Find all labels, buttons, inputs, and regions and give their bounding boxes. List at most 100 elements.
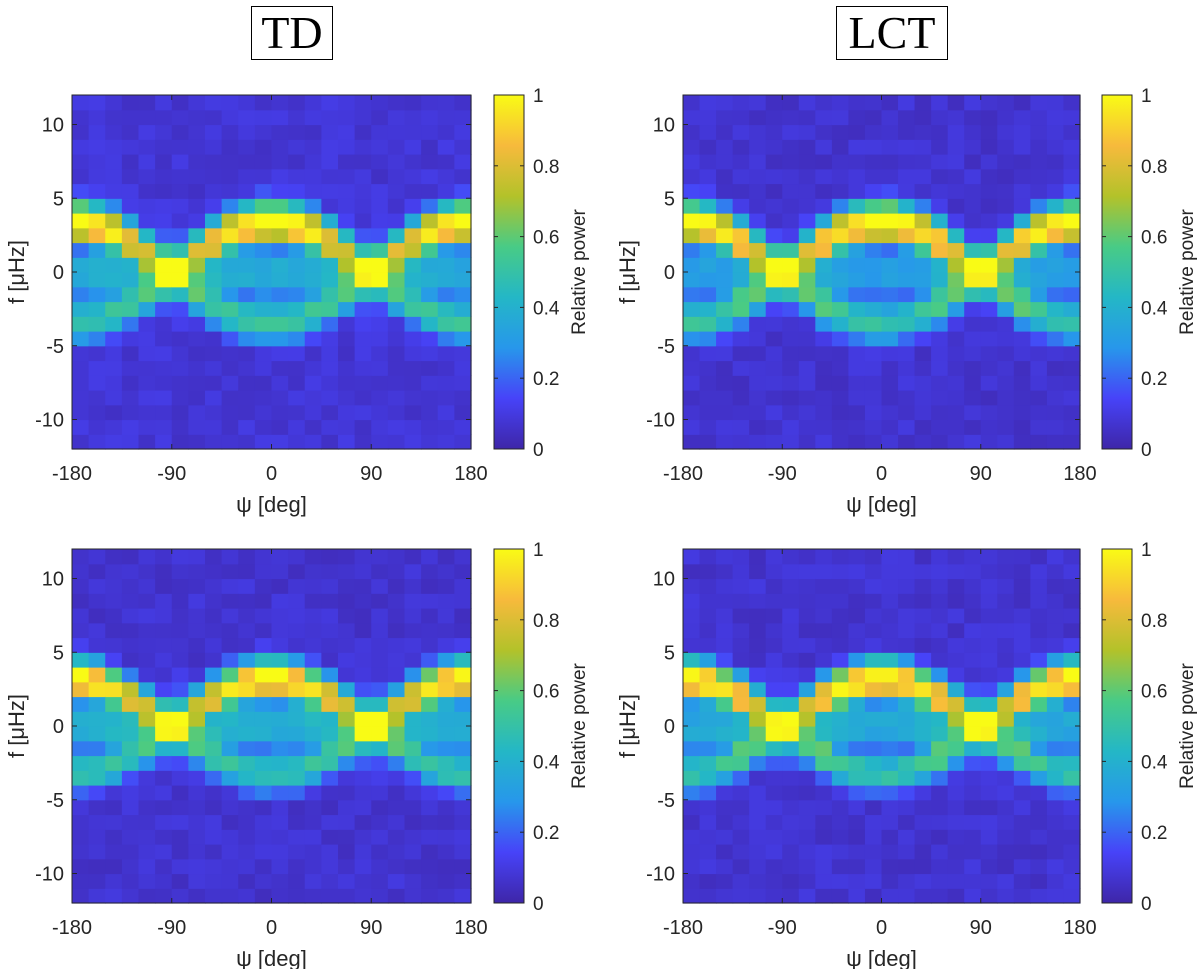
x-tick-label: -180 [52, 463, 92, 485]
heatmap-cell [271, 726, 289, 742]
heatmap-cell [699, 198, 717, 214]
heatmap-cell [997, 124, 1015, 140]
heatmap-cell [387, 593, 406, 609]
heatmap-cell [72, 829, 90, 845]
heatmap-cell [404, 360, 422, 376]
heatmap-cell [683, 888, 701, 904]
heatmap-cell [848, 345, 866, 362]
heatmap-cell [254, 124, 273, 140]
heatmap-cell [371, 844, 389, 860]
heatmap-cell [72, 799, 90, 816]
heatmap-cell [354, 785, 372, 801]
heatmap-cell [138, 301, 156, 317]
heatmap-cell [338, 434, 356, 450]
heatmap-cell [699, 844, 717, 860]
heatmap-cell [864, 681, 883, 698]
heatmap-cell [421, 183, 439, 199]
heatmap-cell [454, 888, 472, 904]
heatmap-cell [138, 637, 156, 653]
heatmap-cell [437, 829, 455, 845]
heatmap-cell [997, 434, 1015, 450]
heatmap-cell [848, 637, 866, 653]
heatmap-cell [815, 844, 833, 860]
heatmap-cell [271, 814, 289, 830]
x-axis-label: ψ [deg] [236, 492, 307, 517]
heatmap-cell [980, 168, 998, 185]
heatmap-cell [898, 770, 916, 786]
heatmap-cell [980, 637, 998, 653]
heatmap-cell [964, 139, 982, 155]
heatmap-cell [881, 345, 899, 362]
heatmap-cell [121, 168, 140, 185]
heatmap-cell [964, 799, 982, 816]
heatmap-cell [304, 608, 322, 624]
heatmap-cell [798, 242, 816, 258]
heatmap-cell [1063, 755, 1081, 771]
heatmap-cell [1030, 242, 1048, 258]
heatmap-cell [1030, 637, 1048, 653]
heatmap-cell [831, 124, 850, 140]
heatmap-cell [354, 755, 372, 771]
heatmap-cell [288, 549, 306, 565]
heatmap-cell [205, 183, 223, 199]
heatmap-cell [188, 227, 206, 244]
heatmap-cell [121, 785, 140, 801]
heatmap-cell [749, 785, 767, 801]
heatmap-cell [387, 770, 406, 786]
heatmap-cell [238, 168, 256, 185]
heatmap-cell [88, 844, 106, 860]
heatmap-cell [798, 829, 816, 845]
heatmap-cell [1063, 95, 1081, 111]
heatmap-cell [404, 404, 422, 421]
heatmap-cell [404, 549, 422, 565]
heatmap-cell [171, 198, 189, 214]
heatmap-cell [138, 726, 156, 742]
heatmap-cell [1013, 301, 1031, 317]
heatmap-cell [914, 755, 932, 771]
heatmap-cell [914, 681, 932, 698]
heatmap-cell [864, 844, 883, 860]
heatmap-cell [404, 345, 422, 362]
heatmap-cell [699, 726, 717, 742]
heatmap-cell [88, 785, 106, 801]
heatmap-cell [749, 183, 767, 199]
heatmap-cell [898, 316, 916, 332]
heatmap-cell [171, 770, 189, 786]
heatmap-cell [304, 257, 322, 273]
heatmap-cell [437, 844, 455, 860]
heatmap-cell [683, 434, 701, 450]
heatmap-cell [881, 272, 899, 288]
heatmap-cell [404, 637, 422, 653]
heatmap-cell [782, 154, 800, 170]
heatmap-cell [914, 213, 932, 229]
y-tick-label: -10 [35, 410, 64, 432]
colorbar-tick-label: 0.4 [1141, 752, 1168, 773]
heatmap-cell [105, 95, 123, 111]
heatmap-cell [716, 667, 734, 683]
heatmap-cell [732, 608, 750, 624]
heatmap-cell [321, 755, 339, 771]
heatmap-cell [371, 652, 389, 668]
heatmap-cell [155, 139, 173, 155]
heatmap-cell [437, 608, 455, 624]
heatmap-cell [321, 593, 339, 609]
heatmap-cell [288, 873, 306, 889]
heatmap-cell [848, 404, 866, 421]
heatmap-cell [221, 785, 239, 801]
heatmap-cell [321, 563, 339, 580]
heatmap-cell [321, 622, 339, 639]
heatmap-cell [765, 578, 783, 594]
heatmap-cell [848, 301, 866, 317]
heatmap-cell [221, 549, 239, 565]
heatmap-cell [732, 593, 750, 609]
heatmap-cell [88, 257, 106, 273]
heatmap-cell [848, 124, 866, 140]
heatmap-cell [914, 404, 932, 421]
heatmap-cell [914, 667, 932, 683]
heatmap-cell [238, 681, 256, 698]
heatmap-cell [749, 360, 767, 376]
heatmap-cell [1030, 829, 1048, 845]
heatmap-cell [782, 257, 800, 273]
heatmap-cell [105, 711, 123, 727]
heatmap-cell [881, 242, 899, 258]
